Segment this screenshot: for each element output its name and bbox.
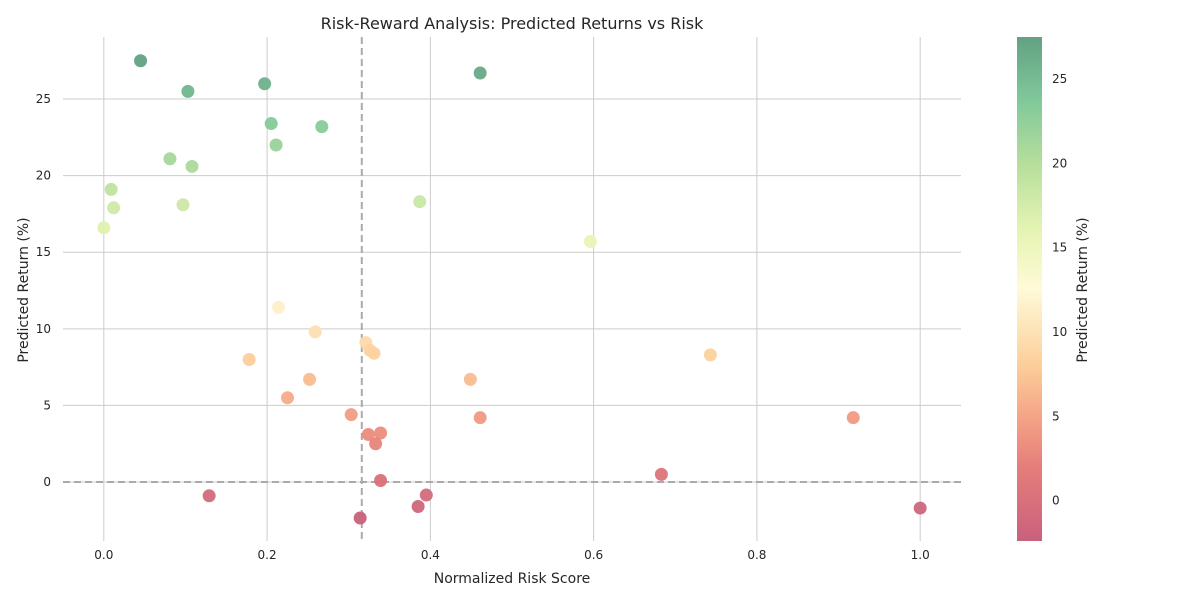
data-point	[308, 325, 322, 339]
colorbar-tick-label: 5	[1052, 409, 1060, 423]
data-point	[181, 84, 195, 98]
chart-title: Risk-Reward Analysis: Predicted Returns …	[321, 14, 705, 33]
data-points	[97, 54, 927, 525]
data-point	[258, 77, 272, 91]
colorbar	[1017, 37, 1042, 541]
data-point	[242, 352, 256, 366]
x-tick-label: 0.2	[258, 548, 277, 562]
x-tick-label: 0.8	[747, 548, 766, 562]
data-point	[303, 372, 317, 386]
x-axis-ticks: 0.0 0.2 0.4 0.6 0.8 1.0	[94, 548, 929, 562]
data-point	[264, 117, 278, 131]
data-point	[176, 198, 190, 212]
colorbar-tick-label: 25	[1052, 72, 1067, 86]
data-point	[315, 120, 329, 134]
data-point	[583, 235, 597, 249]
data-point	[97, 221, 111, 235]
colorbar-label: Predicted Return (%)	[1075, 217, 1091, 362]
y-tick-label: 0	[43, 475, 51, 489]
data-point	[202, 489, 216, 503]
x-tick-label: 0.4	[421, 548, 440, 562]
data-point	[361, 428, 375, 442]
y-tick-label: 5	[43, 398, 51, 412]
data-point	[344, 408, 358, 422]
data-point	[374, 473, 388, 487]
y-axis-ticks: 0 5 10 15 20 25	[36, 92, 51, 489]
data-point	[913, 501, 927, 515]
data-point	[846, 411, 860, 425]
x-tick-label: 0.0	[94, 548, 113, 562]
x-tick-label: 1.0	[911, 548, 930, 562]
data-point	[272, 300, 286, 314]
data-point	[419, 488, 433, 502]
colorbar-tick-label: 0	[1052, 494, 1060, 508]
grid-lines	[63, 37, 961, 541]
data-point	[269, 138, 283, 152]
colorbar-tick-label: 15	[1052, 241, 1067, 255]
data-point	[473, 66, 487, 80]
data-point	[353, 511, 367, 525]
y-tick-label: 15	[36, 245, 51, 259]
data-point	[281, 391, 294, 405]
x-axis-label: Normalized Risk Score	[434, 571, 591, 587]
colorbar-tick-label: 20	[1052, 156, 1067, 170]
data-point	[185, 159, 199, 173]
data-point	[134, 54, 148, 68]
data-point	[411, 500, 425, 514]
data-point	[463, 372, 477, 386]
data-point	[163, 152, 177, 166]
colorbar-tick-label: 10	[1052, 325, 1067, 339]
data-point	[107, 201, 121, 215]
data-point	[413, 195, 427, 209]
x-tick-label: 0.6	[584, 548, 603, 562]
data-point	[369, 437, 383, 451]
data-point	[374, 426, 388, 440]
y-tick-label: 20	[36, 169, 51, 183]
data-point	[473, 411, 487, 425]
reference-lines	[63, 37, 961, 541]
y-tick-label: 10	[36, 322, 51, 336]
data-point	[654, 467, 668, 481]
y-tick-label: 25	[36, 92, 51, 106]
data-point	[104, 182, 118, 196]
y-axis-label: Predicted Return (%)	[16, 217, 32, 362]
colorbar-ticks: 0 5 10 15 20 25	[1052, 72, 1067, 507]
data-point	[367, 346, 381, 360]
data-point	[703, 348, 717, 362]
